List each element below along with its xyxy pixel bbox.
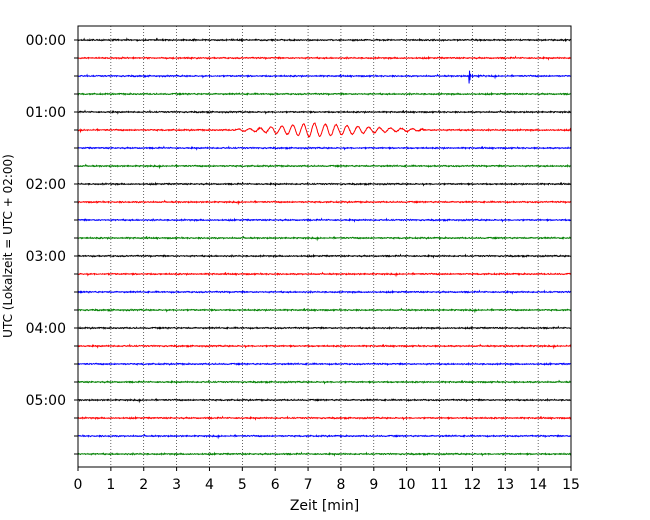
y-tick-label: 00:00 xyxy=(26,33,66,49)
x-tick-label: 0 xyxy=(74,477,83,493)
x-tick-label: 4 xyxy=(205,477,214,493)
trace-line xyxy=(77,379,572,385)
trace-line xyxy=(77,217,572,223)
trace-line xyxy=(77,235,572,242)
trace-line xyxy=(77,289,571,295)
x-tick-label: 7 xyxy=(304,477,313,493)
trace-line xyxy=(77,181,572,187)
trace-line xyxy=(77,397,572,404)
trace-line xyxy=(77,433,572,440)
x-axis-label: Zeit [min] xyxy=(290,498,359,514)
x-tick-label: 11 xyxy=(431,477,449,493)
trace-line xyxy=(77,91,572,97)
trace-lines xyxy=(77,37,572,457)
y-tick-label: 05:00 xyxy=(26,393,66,409)
trace-line xyxy=(77,271,571,278)
trace-line xyxy=(77,70,572,84)
trace-line xyxy=(77,253,572,259)
trace-line xyxy=(77,361,572,367)
x-axis: 0 1 2 3 4 5 6 7 8 9 10 11 12 13 14 15 xyxy=(74,467,580,493)
x-tick-label: 14 xyxy=(529,477,547,493)
y-tick-label: 01:00 xyxy=(26,105,66,121)
x-tick-label: 2 xyxy=(139,477,148,493)
trace-line xyxy=(77,199,572,206)
y-tick-label: 02:00 xyxy=(26,177,66,193)
x-tick-label: 3 xyxy=(172,477,181,493)
y-axis-label: UTC (Lokalzeit = UTC + 02:00) xyxy=(1,154,15,338)
trace-line xyxy=(77,109,572,115)
x-tick-label: 12 xyxy=(463,477,481,493)
trace-line xyxy=(77,37,572,43)
trace-line xyxy=(77,325,572,331)
trace-line xyxy=(77,163,572,170)
plot-frame xyxy=(77,25,572,468)
trace-line xyxy=(77,451,572,457)
x-tick-label: 10 xyxy=(398,477,416,493)
trace-line xyxy=(77,307,572,314)
y-tick-label: 04:00 xyxy=(26,321,66,337)
trace-line xyxy=(77,415,572,421)
x-tick-label: 9 xyxy=(369,477,378,493)
y-axis: 00:00 01:00 02:00 03:00 04:00 05:00 xyxy=(26,33,78,455)
x-tick-label: 1 xyxy=(106,477,115,493)
trace-line xyxy=(77,343,572,350)
trace-line xyxy=(77,122,572,138)
x-tick-label: 8 xyxy=(336,477,345,493)
trace-line xyxy=(77,145,572,151)
y-tick-label: 03:00 xyxy=(26,249,66,265)
x-tick-label: 15 xyxy=(562,477,580,493)
x-tick-label: 6 xyxy=(271,477,280,493)
trace-line xyxy=(77,55,572,61)
x-tick-label: 5 xyxy=(238,477,247,493)
x-tick-label: 13 xyxy=(496,477,514,493)
